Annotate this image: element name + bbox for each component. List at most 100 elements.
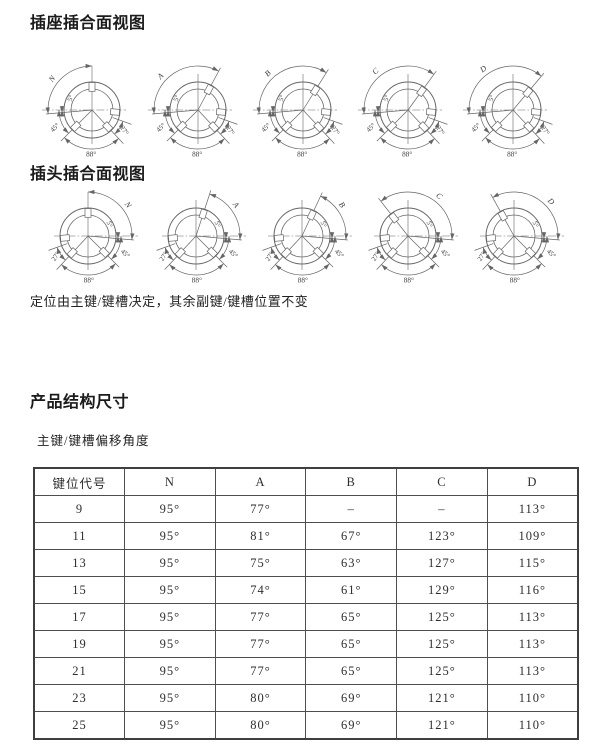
svg-text:88°: 88° — [510, 277, 520, 285]
angle-value-cell: 74° — [214, 576, 307, 604]
svg-text:5°: 5° — [278, 94, 287, 102]
svg-text:N: N — [46, 73, 57, 84]
svg-text:88°: 88° — [404, 277, 414, 285]
angle-value-cell: 110° — [486, 711, 579, 740]
socket-face-diagram-B: 45° 88° 27° 5° B — [253, 65, 343, 159]
svg-text:5°: 5° — [173, 94, 182, 102]
angle-value-cell: 95° — [124, 576, 216, 604]
angle-value-cell: 77° — [214, 657, 307, 685]
svg-text:D: D — [477, 64, 488, 75]
angle-value-cell: 19 — [33, 630, 125, 658]
angle-value-cell: 95° — [124, 495, 216, 523]
angle-value-cell: 25 — [33, 711, 125, 740]
column-header-cell: B — [305, 467, 398, 496]
svg-text:27°: 27° — [224, 125, 235, 137]
svg-text:5°: 5° — [67, 94, 76, 102]
table-row: 9 95° 77° – –113° — [33, 495, 579, 523]
angle-value-cell: 65° — [305, 603, 398, 631]
svg-text:88°: 88° — [402, 151, 412, 159]
socket-face-diagram-C: 45° 88° 27° 5° C — [358, 66, 448, 159]
angle-value-cell: 121° — [396, 684, 488, 712]
angle-value-cell: 125° — [396, 630, 488, 658]
svg-text:27°: 27° — [159, 251, 170, 263]
angle-value-cell: 69° — [305, 684, 398, 712]
svg-text:D: D — [545, 196, 556, 207]
socket-face-diagram-D: 45° 88° 27° 5° D — [463, 64, 553, 159]
svg-text:88°: 88° — [298, 277, 308, 285]
svg-text:45°: 45° — [49, 122, 61, 134]
svg-text:88°: 88° — [507, 151, 517, 159]
angle-value-cell: 9 — [33, 495, 125, 523]
table-row: 19 95° 77° 65° 125° 113° — [33, 630, 579, 658]
table-row: 13 95° 75° 63° 127° 115° — [33, 549, 579, 577]
svg-text:B: B — [263, 69, 273, 79]
socket-face-diagram-A: 45° 88° 27° 5° A — [148, 65, 238, 159]
column-header-cell: C — [396, 467, 488, 496]
angle-value-cell: 95° — [124, 630, 216, 658]
angle-value-cell: 65° — [305, 657, 398, 685]
angle-value-cell: 116° — [486, 576, 579, 604]
angle-value-cell: 11 — [33, 522, 125, 550]
svg-text:27°: 27° — [434, 125, 445, 137]
key-offset-angle-table: 键位代号 N A B C D 9 95° 77° – –113° 11 95° 81° 67° 123° 109… — [33, 467, 579, 740]
product-dimensions-title: 产品结构尺寸 — [30, 394, 130, 411]
angle-value-cell: 65° — [305, 630, 398, 658]
table-row: 15 95° 74° 61° 129° 116° — [33, 576, 579, 604]
svg-text:45°: 45° — [365, 122, 377, 134]
svg-text:88°: 88° — [84, 277, 94, 285]
angle-value-cell: 80° — [214, 711, 307, 740]
angle-value-cell: 95° — [124, 711, 216, 740]
angle-value-cell: 61° — [305, 576, 398, 604]
angle-value-cell: – — [396, 495, 488, 523]
angle-value-cell: 17 — [33, 603, 125, 631]
svg-text:45°: 45° — [227, 248, 239, 260]
svg-text:88°: 88° — [297, 151, 307, 159]
angle-value-cell: 81° — [214, 522, 307, 550]
table-subtitle: 主键/键槽偏移角度 — [37, 434, 150, 448]
svg-text:88°: 88° — [192, 277, 202, 285]
svg-text:27°: 27° — [51, 251, 62, 263]
table-row: 23 95° 80° 69° 121° 110° — [33, 684, 579, 712]
angle-value-cell: 69° — [305, 711, 398, 740]
svg-text:45°: 45° — [260, 122, 272, 134]
svg-text:27°: 27° — [371, 251, 382, 263]
plug-face-diagram-B: 45° 88° 27° 5° B — [262, 192, 352, 285]
angle-value-cell: 95° — [124, 549, 216, 577]
svg-text:45°: 45° — [155, 122, 167, 134]
svg-text:27°: 27° — [539, 125, 550, 137]
svg-text:5°: 5° — [488, 94, 497, 102]
svg-text:88°: 88° — [192, 151, 202, 159]
table-row: 21 95° 77° 65° 125° 113° — [33, 657, 579, 685]
angle-value-cell: 125° — [396, 657, 488, 685]
svg-text:45°: 45° — [545, 248, 557, 260]
svg-text:88°: 88° — [86, 151, 96, 159]
svg-text:B: B — [337, 200, 347, 209]
angle-value-cell: 21 — [33, 657, 125, 685]
angle-value-cell: 80° — [214, 684, 307, 712]
svg-text:5°: 5° — [319, 220, 328, 228]
svg-text:5°: 5° — [105, 220, 114, 228]
table-row: 25 95° 80° 69° 121° 110° — [33, 711, 579, 740]
table-row: 17 95° 77° 65° 125° 113° — [33, 603, 579, 631]
keying-note: 定位由主键/键槽决定，其余副键/键槽位置不变 — [30, 294, 309, 309]
angle-value-cell: 125° — [396, 603, 488, 631]
svg-text:C: C — [434, 191, 444, 202]
plug-face-diagram-N: 45° 88° 27° 5° N — [48, 189, 138, 285]
angle-value-cell: 77° — [214, 495, 307, 523]
plug-face-diagram-A: 45° 88° 27° 5° A — [156, 190, 246, 285]
angle-value-cell: 13 — [33, 549, 125, 577]
angle-value-cell: 95° — [124, 522, 216, 550]
table-row: 11 95° 81° 67° 123° 109° — [33, 522, 579, 550]
angle-value-cell: 115° — [486, 549, 579, 577]
table-header-row: 键位代号 N A B C D — [33, 467, 579, 496]
column-header-cell: D — [486, 467, 579, 496]
column-header-cell: 键位代号 — [33, 467, 125, 496]
svg-text:5°: 5° — [531, 220, 540, 228]
svg-text:27°: 27° — [477, 251, 488, 263]
angle-value-cell: 129° — [396, 576, 488, 604]
angle-value-cell: 77° — [214, 603, 307, 631]
svg-text:27°: 27° — [265, 251, 276, 263]
column-header-cell: N — [124, 467, 216, 496]
angle-value-cell: 95° — [124, 603, 216, 631]
